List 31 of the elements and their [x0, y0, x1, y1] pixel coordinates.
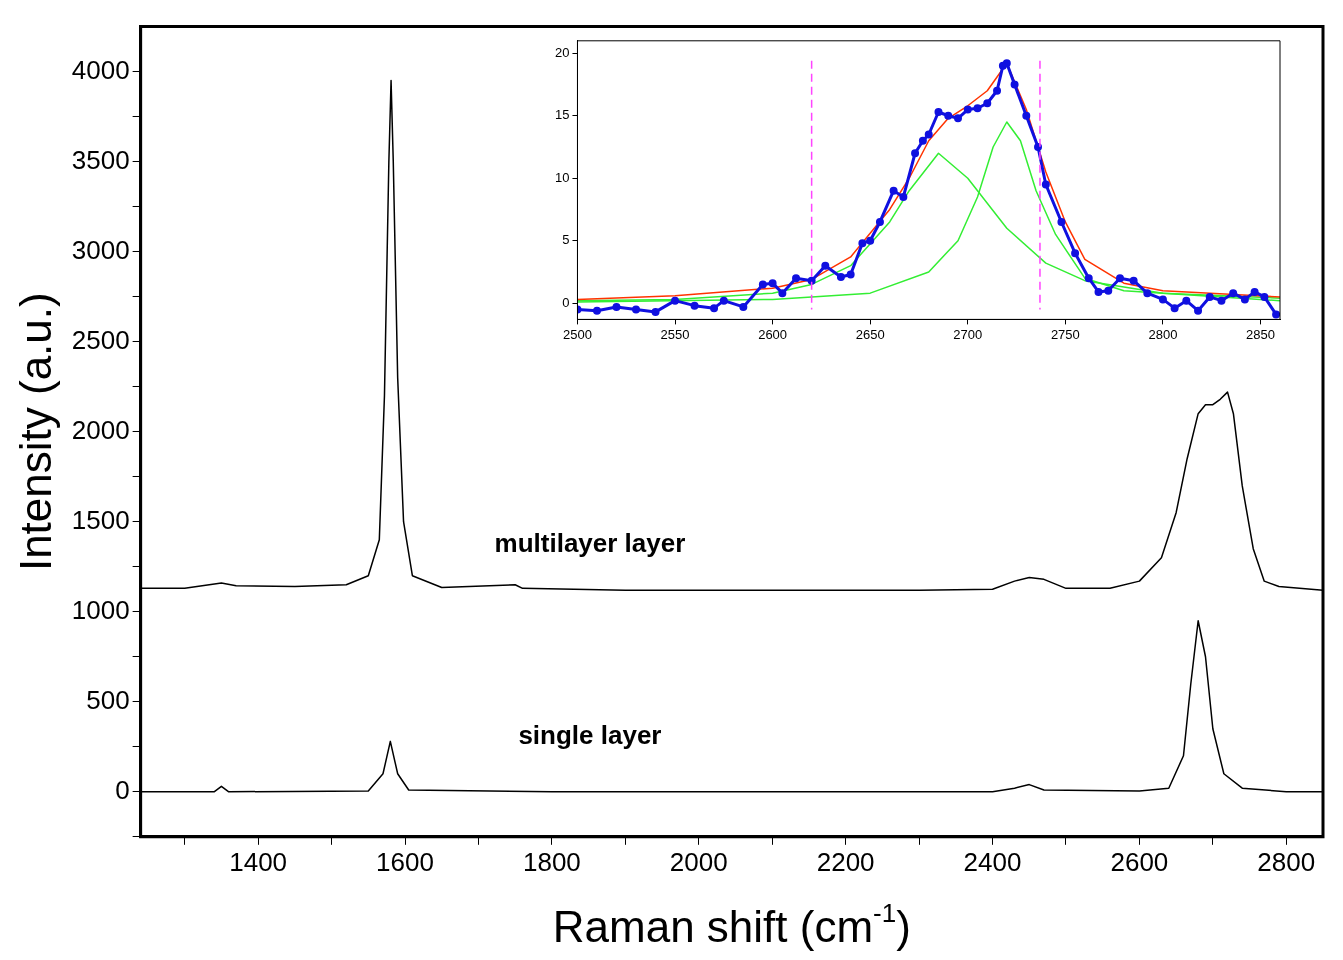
y-axis-title: Intensity (a.u.) — [10, 292, 60, 572]
x-tick-label: 2550 — [660, 326, 690, 342]
y-tick-label: 5 — [562, 232, 570, 248]
x-tick-label: 2800 — [1148, 326, 1178, 342]
x-tick-label: 2200 — [816, 846, 875, 877]
y-tick-label: 4000 — [71, 54, 130, 85]
x-tick-label: 2650 — [855, 326, 885, 342]
x-tick-label: 2000 — [669, 846, 728, 877]
y-tick-label: 1000 — [71, 594, 130, 625]
x-tick-label: 2400 — [963, 846, 1022, 877]
series-label: multilayer layer — [494, 528, 686, 559]
y-tick-label: 20 — [554, 44, 570, 60]
x-tick-label: 2800 — [1257, 846, 1316, 877]
x-tick-label: 2850 — [1246, 326, 1275, 342]
y-tick-label: 0 — [115, 774, 130, 805]
y-tick-label: 0 — [562, 294, 570, 310]
y-tick-label: 500 — [86, 684, 130, 715]
y-tick-label: 1500 — [71, 504, 130, 535]
y-tick-label: 3500 — [71, 144, 130, 175]
x-tick-label: 2600 — [1110, 846, 1169, 877]
x-tick-label: 1800 — [522, 846, 581, 877]
series-label: single layer — [518, 719, 662, 750]
x-tick-label: 2750 — [1050, 326, 1080, 342]
x-tick-label: 1600 — [376, 846, 434, 877]
x-tick-label: 2600 — [758, 326, 788, 342]
y-tick-label: 3000 — [71, 234, 130, 265]
y-tick-label: 15 — [554, 107, 570, 123]
y-tick-label: 2000 — [71, 414, 130, 445]
y-tick-label: 10 — [554, 169, 570, 185]
x-tick-label: 2700 — [953, 326, 983, 342]
x-tick-label: 1400 — [229, 846, 288, 877]
